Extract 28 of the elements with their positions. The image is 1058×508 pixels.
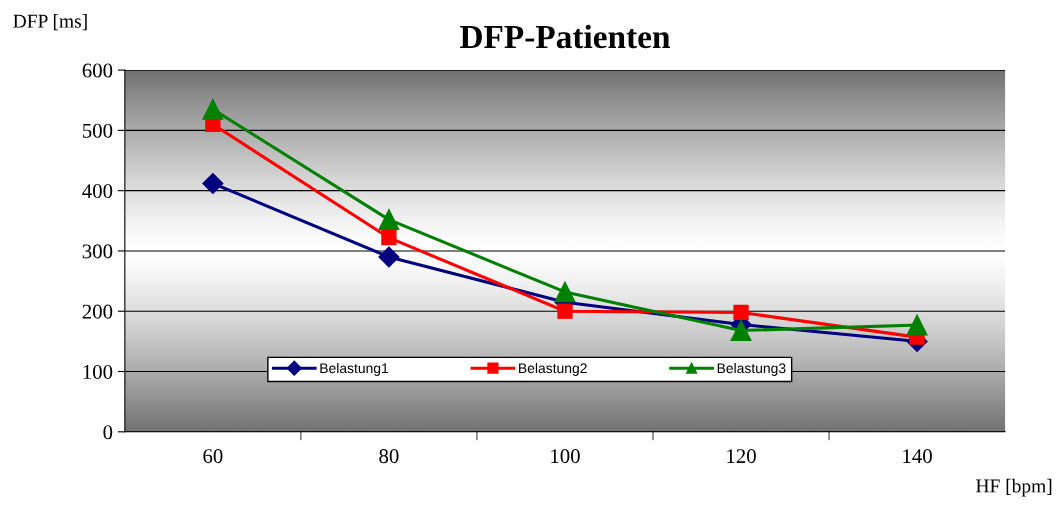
x-tick-label: 120 xyxy=(727,449,756,464)
y-tick-label: 300 xyxy=(82,244,113,259)
point xyxy=(378,209,400,231)
legend-label: Belastung2 xyxy=(519,362,587,376)
x-tick-label: 80 xyxy=(379,449,399,464)
y-tick-label: 500 xyxy=(83,123,113,138)
x-tick-label: 100 xyxy=(551,449,580,464)
point xyxy=(730,320,752,341)
chart-title: DFP-Patienten xyxy=(460,24,670,49)
y-axis-title: DFP [ms] xyxy=(13,14,87,31)
point xyxy=(557,303,573,319)
y-tick-label: 600 xyxy=(82,63,113,78)
y-tick-label: 200 xyxy=(82,304,113,319)
point xyxy=(381,230,397,246)
point xyxy=(733,304,749,321)
y-tick-label: 400 xyxy=(82,184,113,199)
point xyxy=(202,172,224,194)
legend-label: Belastung3 xyxy=(717,362,786,376)
x-axis-title: HF [bpm] xyxy=(976,478,1052,497)
x-tick-label: 140 xyxy=(903,449,932,464)
y-tick-label: 0 xyxy=(103,425,113,440)
point xyxy=(906,314,928,336)
point xyxy=(378,246,400,268)
point xyxy=(202,98,224,120)
legend-label: Belastung1 xyxy=(320,362,389,376)
x-tick-label: 60 xyxy=(203,449,223,464)
y-tick-label: 100 xyxy=(83,364,113,379)
point xyxy=(554,281,576,303)
